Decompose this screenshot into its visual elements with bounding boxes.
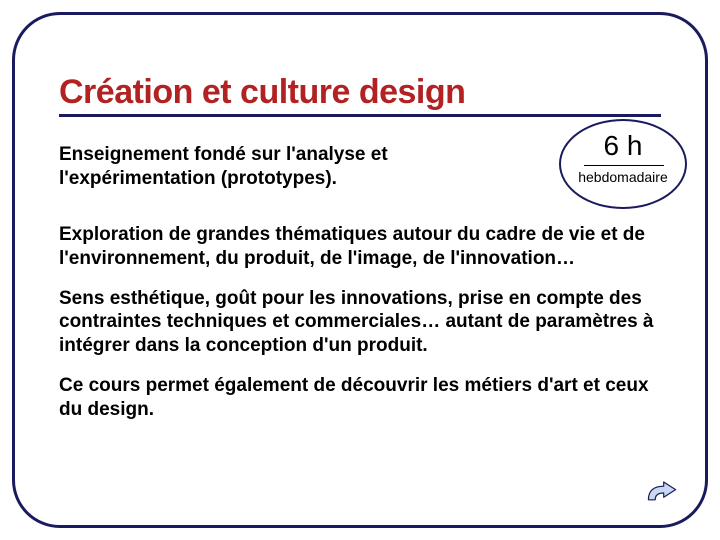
- paragraph-1: Enseignement fondé sur l'analyse et l'ex…: [59, 143, 539, 191]
- hours-badge: 6 h hebdomadaire: [559, 119, 689, 209]
- paragraph-2: Exploration de grandes thématiques autou…: [59, 223, 661, 271]
- badge-hours-value: 6 h: [559, 130, 687, 162]
- title-underline: [59, 114, 661, 117]
- badge-subtitle: hebdomadaire: [559, 169, 687, 185]
- slide-frame: Création et culture design Enseignement …: [12, 12, 708, 528]
- paragraph-3: Sens esthétique, goût pour les innovatio…: [59, 287, 661, 358]
- curved-right-arrow-icon[interactable]: [645, 479, 679, 507]
- page-title: Création et culture design: [59, 73, 661, 112]
- badge-divider: [584, 165, 664, 166]
- intro-row: Enseignement fondé sur l'analyse et l'ex…: [59, 125, 661, 209]
- paragraph-4: Ce cours permet également de découvrir l…: [59, 374, 661, 422]
